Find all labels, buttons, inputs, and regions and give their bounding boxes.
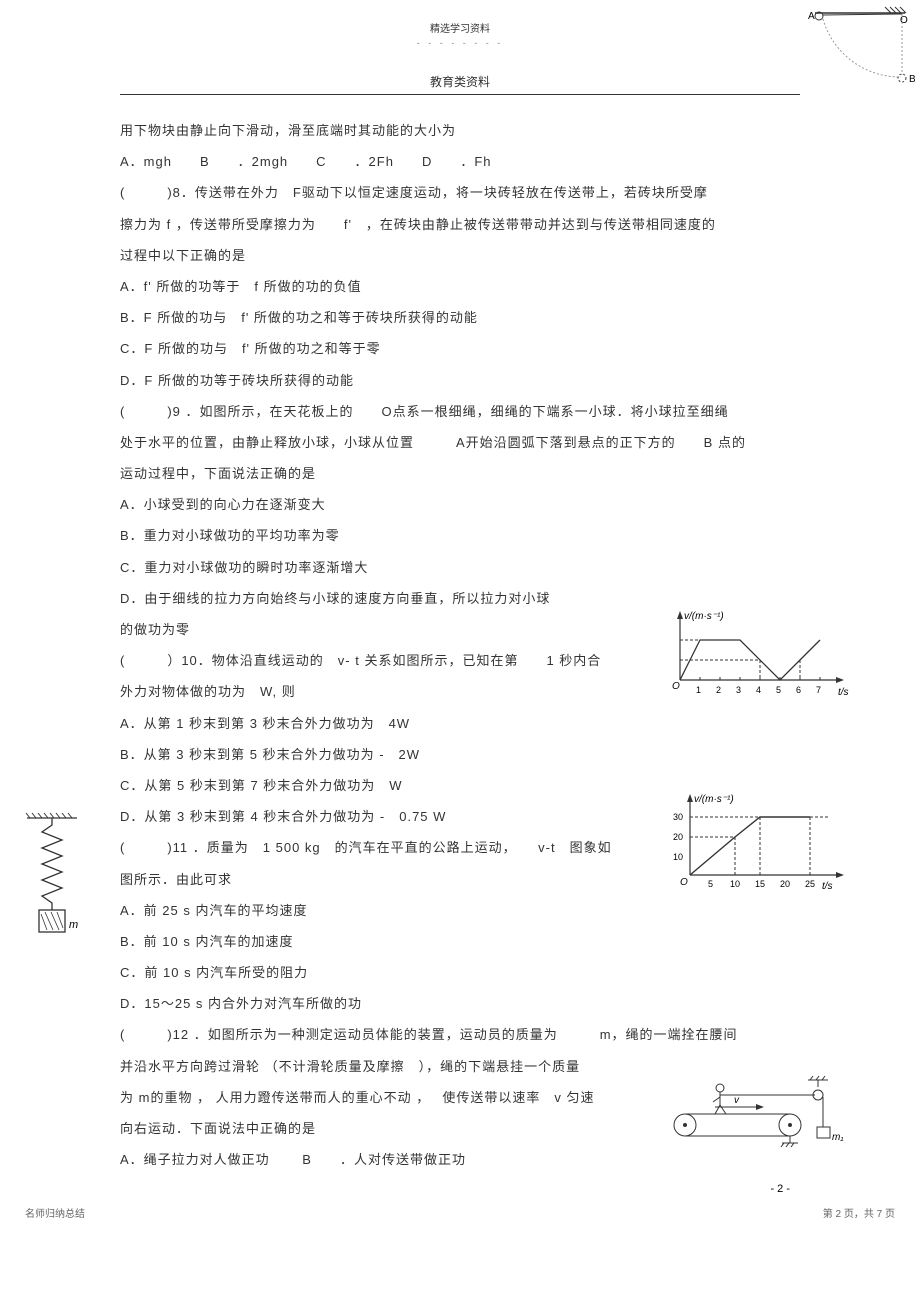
svg-text:20: 20	[673, 832, 683, 842]
svg-text:10: 10	[673, 852, 683, 862]
svg-text:7: 7	[816, 685, 821, 695]
text-line: C．重力对小球做功的瞬时功率逐渐增大	[120, 552, 800, 583]
text-line: D．15～25 s 内合外力对汽车所做的功	[120, 988, 800, 1019]
svg-text:v: v	[734, 1095, 740, 1106]
footer-right: 第 2 页，共 7 页	[823, 1205, 895, 1220]
svg-text:10: 10	[730, 879, 740, 889]
svg-text:5: 5	[708, 879, 713, 889]
text-line: A．mgh B ．2mgh C ．2Fh D ．Fh	[120, 146, 800, 177]
text-line: 擦力为 f ，传送带所受摩擦力为 f' ，在砖块由静止被传送带带动并达到与传送带…	[120, 209, 800, 240]
diagram-vt-graph-2: v/(m·s⁻¹) t/s O 10 20 30 5 10 15 20 25	[660, 790, 850, 900]
text-line: A．小球受到的向心力在逐渐变大	[120, 489, 800, 520]
svg-text:5: 5	[776, 685, 781, 695]
text-line: C．前 10 s 内汽车所受的阻力	[120, 957, 800, 988]
text-line: C．F 所做的功与 f' 所做的功之和等于零	[120, 333, 800, 364]
diagram-belt: v m₁	[660, 1075, 850, 1150]
svg-text:O: O	[680, 877, 688, 888]
svg-text:m: m	[69, 919, 78, 931]
text-line: ( )12 ．如图所示为一种测定运动员体能的装置，运动员的质量为 m，绳的一端拴…	[120, 1019, 800, 1050]
svg-text:15: 15	[755, 879, 765, 889]
svg-text:O: O	[672, 681, 680, 692]
text-line: B．重力对小球做功的平均功率为零	[120, 520, 800, 551]
doc-category: 教育类资料	[120, 73, 800, 90]
diagram-spring: m	[22, 810, 82, 950]
text-line: 运动过程中，下面说法正确的是	[120, 458, 800, 489]
header-top: 精选学习资料	[120, 20, 800, 35]
svg-text:1: 1	[696, 685, 701, 695]
page-number: - 2 -	[770, 1183, 790, 1195]
text-line: 用下物块由静止向下滑动，滑至底端时其动能的大小为	[120, 115, 800, 146]
footer-left: 名师归纳总结	[25, 1205, 85, 1220]
svg-text:30: 30	[673, 812, 683, 822]
svg-text:v/(m·s⁻¹): v/(m·s⁻¹)	[694, 794, 734, 805]
divider	[120, 94, 800, 95]
text-line: D．F 所做的功等于砖块所获得的动能	[120, 365, 800, 396]
text-line: 处于水平的位置，由静止释放小球，小球从位置 A开始沿圆弧下落到悬点的正下方的 B…	[120, 427, 800, 458]
svg-text:v/(m·s⁻¹): v/(m·s⁻¹)	[684, 611, 724, 622]
text-line: ( )8．传送带在外力 F驱动下以恒定速度运动，将一块砖轻放在传送带上，若砖块所…	[120, 177, 800, 208]
text-line: B．从第 3 秒末到第 5 秒末合外力做功为 - 2W	[120, 739, 800, 770]
svg-text:6: 6	[796, 685, 801, 695]
text-line: ( )9 ．如图所示，在天花板上的 O点系一根细绳，细绳的下端系一小球．将小球拉…	[120, 396, 800, 427]
text-line: B．F 所做的功与 f' 所做的功之和等于砖块所获得的动能	[120, 302, 800, 333]
text-line: B．前 10 s 内汽车的加速度	[120, 926, 800, 957]
svg-text:2: 2	[716, 685, 721, 695]
svg-text:25: 25	[805, 879, 815, 889]
svg-text:t/s: t/s	[838, 687, 849, 698]
text-line: A．f' 所做的功等于 f 所做的功的负值	[120, 271, 800, 302]
svg-text:3: 3	[736, 685, 741, 695]
text-line: 过程中以下正确的是	[120, 240, 800, 271]
svg-text:4: 4	[756, 685, 761, 695]
svg-text:m₁: m₁	[832, 1132, 843, 1143]
diagram-vt-graph-1: v/(m·s⁻¹) t/s O 1 2 3 4 5 6 7	[660, 605, 850, 715]
svg-text:t/s: t/s	[822, 881, 833, 892]
svg-text:20: 20	[780, 879, 790, 889]
header-dots: - - - - - - - -	[120, 38, 800, 48]
